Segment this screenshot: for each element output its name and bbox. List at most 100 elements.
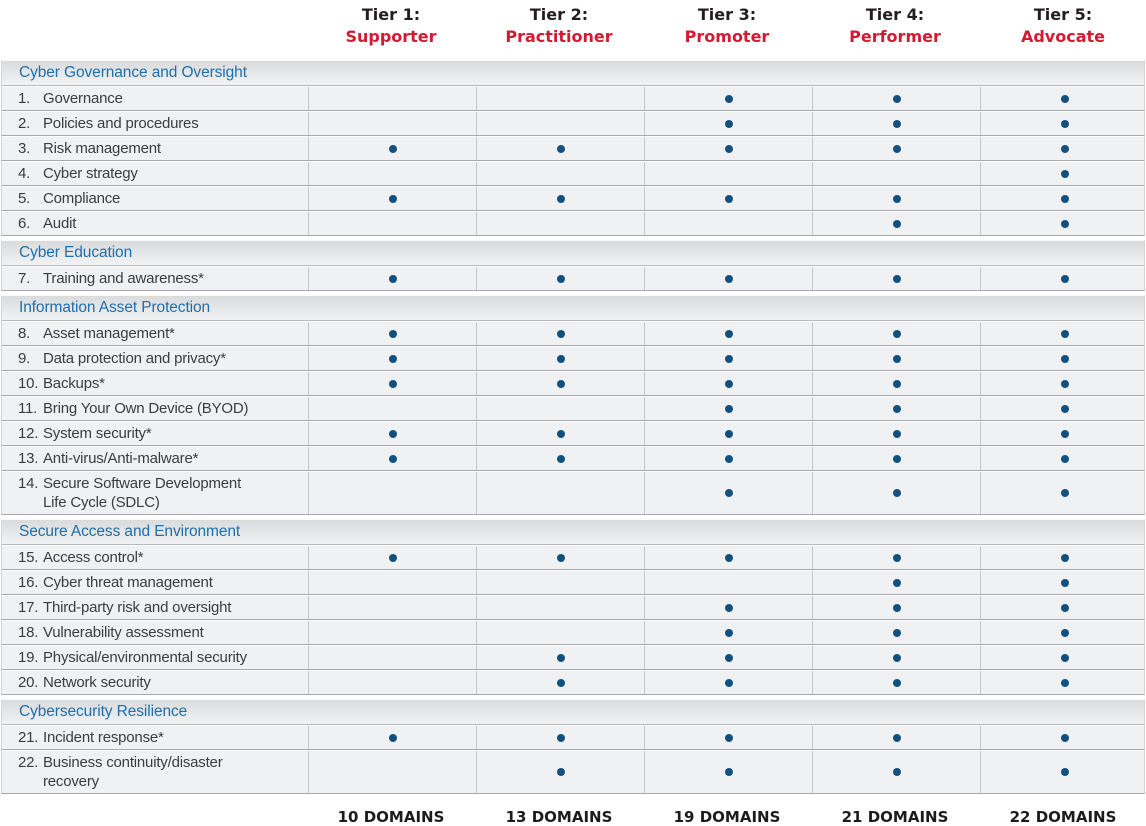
- domain-name-line1: Training and awareness*: [43, 270, 204, 287]
- bullet-dot-icon: [1060, 219, 1069, 228]
- domain-name: Cyber threat management: [43, 573, 304, 592]
- totals-spacer: [1, 808, 307, 826]
- domain-name: Third-party risk and oversight: [43, 598, 304, 617]
- tier-cell: [308, 472, 476, 514]
- tier-cell: [644, 187, 812, 210]
- tier-cell: [644, 447, 812, 470]
- domain-name-line1: Bring Your Own Device (BYOD): [43, 400, 249, 417]
- tier-cell: [308, 87, 476, 110]
- tier-cell: [476, 751, 644, 793]
- domain-name-line1: Incident response*: [43, 729, 164, 746]
- domain-name: Audit: [43, 214, 304, 233]
- tier-cell: [812, 187, 980, 210]
- tier-cell: [644, 571, 812, 594]
- bullet-dot-icon: [724, 379, 733, 388]
- domain-name: Data protection and privacy*: [43, 349, 304, 368]
- tier-cell: [476, 726, 644, 749]
- domain-name: Anti-virus/Anti-malware*: [43, 449, 304, 468]
- bullet-dot-icon: [1060, 404, 1069, 413]
- table-row: 5. Compliance: [1, 186, 1145, 211]
- bullet-dot-icon: [556, 354, 565, 363]
- domain-name-line1: Compliance: [43, 190, 121, 207]
- tier-cell: [812, 751, 980, 793]
- bullet-dot-icon: [892, 603, 901, 612]
- domain-name-line1: Cyber strategy: [43, 165, 138, 182]
- bullet-dot-icon: [1060, 429, 1069, 438]
- bullet-dot-icon: [724, 733, 733, 742]
- domain-number: 6.: [18, 215, 31, 232]
- tier-cell: [812, 397, 980, 420]
- tier-cell: [644, 162, 812, 185]
- section-title: Cybersecurity Resilience: [19, 703, 188, 720]
- domain-name-line2: Life Cycle (SDLC): [43, 494, 160, 511]
- tier-column-header: Tier 4: Performer: [811, 4, 979, 48]
- domain-number: 20.: [18, 674, 39, 691]
- bullet-dot-icon: [556, 274, 565, 283]
- domain-total: 10 DOMAINS: [337, 808, 445, 826]
- tier-cell: [644, 372, 812, 395]
- bullet-dot-icon: [892, 379, 901, 388]
- tier-cell: [812, 671, 980, 694]
- domain-name: Incident response*: [43, 728, 304, 747]
- tier-number-label: Tier 3:: [697, 5, 757, 24]
- domain-label-cell: 22. Business continuity/disaster recover…: [2, 751, 308, 793]
- tier-column-header: Tier 5: Advocate: [979, 4, 1146, 48]
- bullet-dot-icon: [556, 678, 565, 687]
- bullet-dot-icon: [892, 119, 901, 128]
- domain-name: Vulnerability assessment: [43, 623, 304, 642]
- tier-cell: [644, 212, 812, 235]
- domain-number: 7.: [18, 270, 31, 287]
- domain-label-cell: 17. Third-party risk and oversight: [2, 596, 308, 619]
- domain-name: Compliance: [43, 189, 304, 208]
- tier-cell: [812, 726, 980, 749]
- tier-header-row: Tier 1: Supporter Tier 2: Practitioner T…: [1, 0, 1145, 60]
- domain-label-cell: 10. Backups*: [2, 372, 308, 395]
- domain-name: Risk management: [43, 139, 304, 158]
- tier-number-label: Tier 5:: [1033, 5, 1093, 24]
- domain-name-line1: Backups*: [43, 375, 105, 392]
- bullet-dot-icon: [724, 454, 733, 463]
- domain-number: 14.: [18, 475, 39, 492]
- tier-cell: [644, 621, 812, 644]
- bullet-dot-icon: [388, 274, 397, 283]
- tier-name-label: Performer: [849, 27, 941, 46]
- tier-cell: [308, 422, 476, 445]
- tier-cell: [812, 112, 980, 135]
- table-row: 9. Data protection and privacy*: [1, 346, 1145, 371]
- table-row: 3. Risk management: [1, 136, 1145, 161]
- tier-cell: [476, 546, 644, 569]
- domain-number: 1.: [18, 90, 31, 107]
- domain-label-cell: 6. Audit: [2, 212, 308, 235]
- bullet-dot-icon: [724, 329, 733, 338]
- domain-number: 21.: [18, 729, 39, 746]
- tier-cell: [644, 137, 812, 160]
- bullet-dot-icon: [892, 274, 901, 283]
- table-row: 13. Anti-virus/Anti-malware*: [1, 446, 1145, 471]
- tier-cell: [980, 596, 1146, 619]
- bullet-dot-icon: [556, 768, 565, 776]
- tier-cell: [812, 87, 980, 110]
- table-row: 14. Secure Software Development Life Cyc…: [1, 471, 1145, 515]
- bullet-dot-icon: [724, 429, 733, 438]
- tier-cell: [812, 546, 980, 569]
- tier-cell: [812, 347, 980, 370]
- tier-cell: [980, 87, 1146, 110]
- domain-name: Asset management*: [43, 324, 304, 343]
- tier-column-header: Tier 1: Supporter: [307, 4, 475, 48]
- bullet-dot-icon: [892, 329, 901, 338]
- tier-cell: [980, 671, 1146, 694]
- bullet-dot-icon: [388, 194, 397, 203]
- bullet-dot-icon: [556, 653, 565, 662]
- bullet-dot-icon: [724, 194, 733, 203]
- tier-number-label: Tier 1:: [361, 5, 421, 24]
- section-title: Cyber Governance and Oversight: [19, 64, 247, 81]
- domain-total: 22 DOMAINS: [1009, 808, 1117, 826]
- domain-label-cell: 8. Asset management*: [2, 322, 308, 345]
- tier-cell: [308, 267, 476, 290]
- domain-label-cell: 15. Access control*: [2, 546, 308, 569]
- domain-label-cell: 3. Risk management: [2, 137, 308, 160]
- domain-number: 12.: [18, 425, 39, 442]
- bullet-dot-icon: [556, 329, 565, 338]
- domain-number: 2.: [18, 115, 31, 132]
- bullet-dot-icon: [388, 733, 397, 742]
